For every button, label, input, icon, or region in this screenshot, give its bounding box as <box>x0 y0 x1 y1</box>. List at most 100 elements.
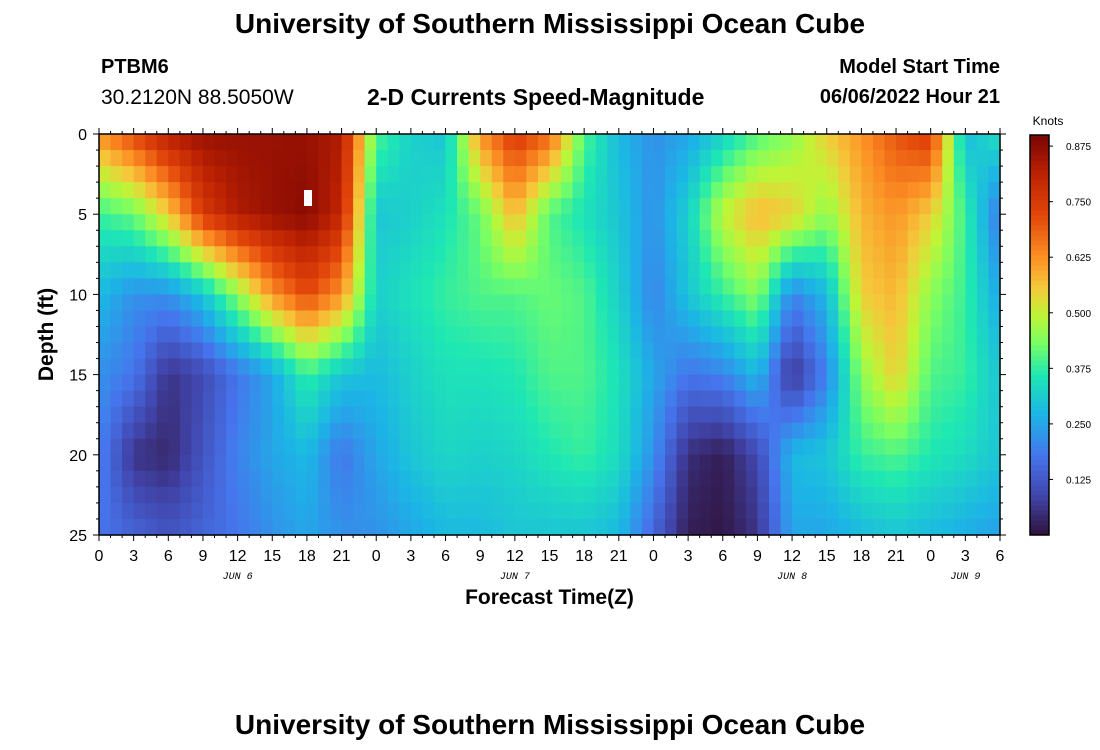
heat-cell <box>503 150 516 167</box>
heat-cell <box>815 358 828 376</box>
heat-cell <box>838 374 851 392</box>
heat-cell <box>688 278 701 295</box>
heat-cell <box>364 454 377 472</box>
heat-cell <box>953 262 966 279</box>
heat-cell <box>156 310 169 328</box>
heat-cell <box>919 230 932 247</box>
heat-cell <box>861 294 874 312</box>
heat-cell <box>122 326 135 344</box>
heat-cell <box>745 470 759 488</box>
colorbar-segment <box>1030 180 1049 186</box>
heat-cell <box>202 518 216 536</box>
heat-cell <box>792 486 805 504</box>
heat-cell <box>537 358 551 376</box>
heat-cell <box>618 406 631 424</box>
heat-cell <box>433 166 447 183</box>
heat-cell <box>145 358 158 376</box>
heat-cell <box>607 310 620 328</box>
heat-cell <box>768 166 782 183</box>
heat-cell <box>99 294 112 312</box>
heat-cell <box>630 518 643 536</box>
heat-cell <box>792 310 805 328</box>
heat-cell <box>757 454 770 472</box>
heat-cell <box>260 390 273 408</box>
heat-cell <box>537 246 551 263</box>
colorbar-segment <box>1030 460 1049 466</box>
heat-cell <box>480 230 493 247</box>
heat-cell <box>526 182 539 199</box>
heat-cell <box>179 278 193 295</box>
heat-cell <box>872 246 886 263</box>
heat-cell <box>168 214 181 231</box>
heat-cell <box>133 390 146 408</box>
heat-cell <box>249 390 262 408</box>
heat-cell <box>584 310 597 328</box>
heat-cell <box>503 454 516 472</box>
heat-cell <box>826 454 839 472</box>
heat-cell <box>826 518 839 536</box>
heat-cell <box>872 454 886 472</box>
heat-cell <box>260 278 273 295</box>
heat-cell <box>780 310 793 328</box>
heat-cell <box>699 470 712 488</box>
heat-cell <box>445 422 458 440</box>
heat-cell <box>988 390 1001 408</box>
colorbar-segment <box>1030 420 1049 426</box>
heat-cell <box>953 246 966 263</box>
heat-cell <box>815 422 828 440</box>
heat-cell <box>757 230 770 247</box>
heat-cell <box>630 214 643 231</box>
heat-cell <box>988 454 1001 472</box>
heat-cell <box>249 518 262 536</box>
heat-cell <box>168 246 181 263</box>
heat-cell <box>237 294 250 312</box>
heat-cell <box>861 518 874 536</box>
colorbar-segment <box>1030 235 1049 241</box>
heat-cell <box>353 198 366 215</box>
heat-cell <box>433 310 447 328</box>
heat-cell <box>665 278 678 295</box>
heat-cell <box>122 230 135 247</box>
heat-cell <box>364 230 377 247</box>
heat-cell <box>884 358 897 376</box>
heat-cell <box>849 486 862 504</box>
heat-cell <box>688 342 701 360</box>
heat-cell <box>306 518 320 536</box>
heat-cell <box>653 230 666 247</box>
heat-cell <box>815 518 828 536</box>
heat-cell <box>237 310 250 328</box>
heat-cell <box>780 198 793 215</box>
heat-cell <box>792 502 805 520</box>
heat-cell <box>942 454 955 472</box>
heat-cell <box>353 278 366 295</box>
heat-cell <box>376 182 389 199</box>
x-tick-label: 21 <box>887 548 905 565</box>
heat-cell <box>688 518 701 536</box>
heat-cell <box>641 502 655 520</box>
heat-cell <box>376 502 389 520</box>
chart-title: University of Southern Mississippi Ocean… <box>234 8 866 39</box>
heat-cell <box>480 182 493 199</box>
heat-cell <box>549 150 562 167</box>
heat-cell <box>896 310 909 328</box>
heat-cell <box>249 230 262 247</box>
heat-cell <box>630 134 643 151</box>
colorbar-segment <box>1030 395 1049 401</box>
heat-cell <box>399 374 412 392</box>
heat-cell <box>734 246 747 263</box>
heat-cell <box>480 358 493 376</box>
heat-cell <box>226 342 239 360</box>
heat-cell <box>780 278 793 295</box>
heat-cell <box>364 358 377 376</box>
heat-cell <box>965 438 978 456</box>
heat-cell <box>410 150 424 167</box>
heat-cell <box>768 502 782 520</box>
heat-cell <box>168 470 181 488</box>
heat-cell <box>815 198 828 215</box>
heat-cell <box>110 166 123 183</box>
heat-cell <box>919 166 932 183</box>
heat-cell <box>122 198 135 215</box>
heat-cell <box>988 230 1001 247</box>
heat-cell <box>745 310 759 328</box>
heat-cell <box>99 486 112 504</box>
